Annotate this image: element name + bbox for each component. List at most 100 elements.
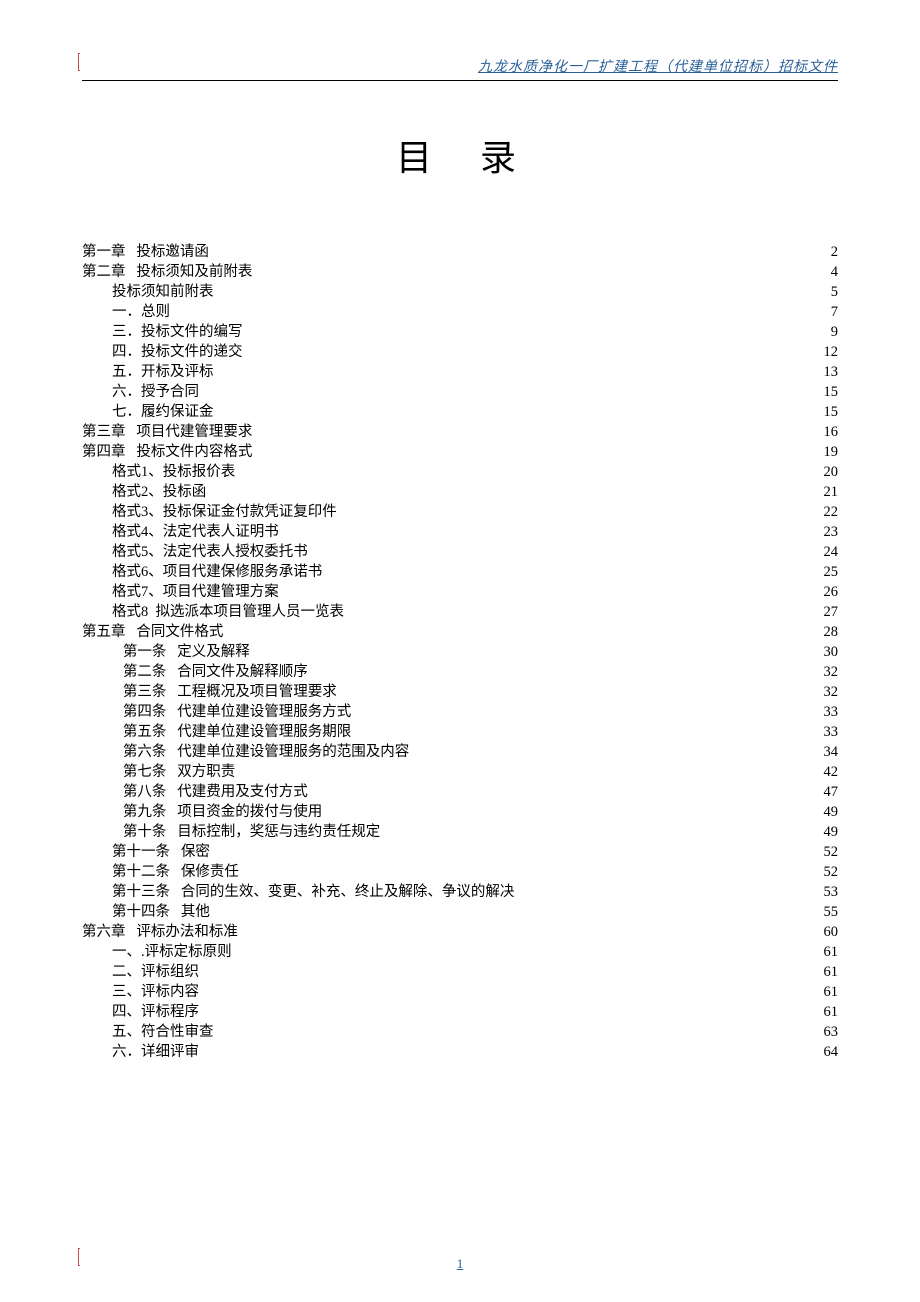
toc-entry-page: 61 — [824, 985, 839, 1000]
toc-entry: 第十三条 合同的生效、变更、补充、终止及解除、争议的解决 53 — [82, 885, 838, 900]
toc-entry-label: 第一章 投标邀请函 — [82, 245, 213, 260]
toc-entry-label: 格式5、法定代表人授权委托书 — [112, 545, 311, 560]
toc-entry: 一、.评标定标原则 61 — [82, 945, 838, 960]
toc-entry-label: 第十三条 合同的生效、变更、补充、终止及解除、争议的解决 — [112, 885, 518, 900]
toc-entry-page: 49 — [824, 805, 839, 820]
toc-entry-label: 格式2、投标函 — [112, 485, 210, 500]
toc-entry-label: 第五章 合同文件格式 — [82, 625, 227, 640]
toc-entry: 第五章 合同文件格式 28 — [82, 625, 838, 640]
toc-entry-page: 49 — [824, 825, 839, 840]
toc-entry-label: 六．授予合同 — [112, 385, 203, 400]
toc-entry-page: 15 — [824, 405, 839, 420]
toc-entry: 第二章 投标须知及前附表 4 — [82, 265, 838, 280]
toc-entry-page: 22 — [824, 505, 839, 520]
toc-entry-page: 47 — [824, 785, 839, 800]
toc-entry-label: 第三条 工程概况及项目管理要求 — [112, 685, 340, 700]
toc-entry-label: 投标须知前附表 — [112, 285, 217, 300]
toc-entry-label: 第二条 合同文件及解释顺序 — [112, 665, 311, 680]
toc-entry-page: 12 — [824, 345, 839, 360]
toc-entry-label: 第四章 投标文件内容格式 — [82, 445, 256, 460]
toc-entry-page: 42 — [824, 765, 839, 780]
toc-entry-page: 33 — [824, 705, 839, 720]
toc-entry: 第十二条 保修责任 52 — [82, 865, 838, 880]
toc-entry-page: 60 — [824, 925, 839, 940]
toc-entry: 第八条 代建费用及支付方式 47 — [82, 785, 838, 800]
toc-entry: 六．授予合同 15 — [82, 385, 838, 400]
toc-entry: 第七条 双方职责 42 — [82, 765, 838, 780]
toc-entry-label: 六．详细评审 — [112, 1045, 203, 1060]
toc-entry: 格式2、投标函 21 — [82, 485, 838, 500]
toc-entry-label: 第十二条 保修责任 — [112, 865, 243, 880]
toc-entry: 四、评标程序 61 — [82, 1005, 838, 1020]
toc-entry-label: 一．总则 — [112, 305, 174, 320]
toc-entry: 格式5、法定代表人授权委托书 24 — [82, 545, 838, 560]
toc-entry-page: 19 — [824, 445, 839, 460]
toc-entry-page: 7 — [831, 305, 838, 320]
toc-entry-page: 4 — [831, 265, 838, 280]
toc-entry-label: 第七条 双方职责 — [112, 765, 239, 780]
toc-entry: 第二条 合同文件及解释顺序 32 — [82, 665, 838, 680]
toc-entry-label: 一、.评标定标原则 — [112, 945, 235, 960]
toc-entry-label: 二、评标组织 — [112, 965, 203, 980]
toc-entry-page: 32 — [824, 665, 839, 680]
toc-entry-page: 34 — [824, 745, 839, 760]
toc-entry-label: 四、评标程序 — [112, 1005, 203, 1020]
toc-entry-label: 格式1、投标报价表 — [112, 465, 239, 480]
toc-entry-page: 61 — [824, 965, 839, 980]
toc-entry: 五、符合性审查 63 — [82, 1025, 838, 1040]
toc-title: 目录 — [82, 129, 838, 181]
toc-entry-label: 五．开标及评标 — [112, 365, 217, 380]
toc-entry-page: 64 — [824, 1045, 839, 1060]
toc-entry-page: 30 — [824, 645, 839, 660]
toc-entry: 五．开标及评标 13 — [82, 365, 838, 380]
toc-entry-page: 32 — [824, 685, 839, 700]
toc-entry-label: 第三章 项目代建管理要求 — [82, 425, 256, 440]
toc-entry: 第五条 代建单位建设管理服务期限 33 — [82, 725, 838, 740]
toc-entry: 第三章 项目代建管理要求 16 — [82, 425, 838, 440]
toc-entry-label: 格式8 拟选派本项目管理人员一览表 — [112, 605, 348, 620]
toc-entry: 第三条 工程概况及项目管理要求 32 — [82, 685, 838, 700]
toc-entry: 第一条 定义及解释 30 — [82, 645, 838, 660]
toc-entry: 一．总则 7 — [82, 305, 838, 320]
page-header: 九龙水质净化一厂扩建工程（代建单位招标）招标文件 — [82, 56, 838, 80]
toc-entry-page: 5 — [831, 285, 838, 300]
toc-entry-label: 第一条 定义及解释 — [112, 645, 253, 660]
toc-entry: 七．履约保证金 15 — [82, 405, 838, 420]
toc-entry: 格式7、项目代建管理方案 26 — [82, 585, 838, 600]
toc-entry-page: 61 — [824, 945, 839, 960]
toc-entry-page: 13 — [824, 365, 839, 380]
toc-entry-label: 三．投标文件的编写 — [112, 325, 246, 340]
toc-entry: 第九条 项目资金的拨付与使用 49 — [82, 805, 838, 820]
toc-entry: 第十四条 其他 55 — [82, 905, 838, 920]
toc-entry: 第六章 评标办法和标准 60 — [82, 925, 838, 940]
toc-entry-page: 25 — [824, 565, 839, 580]
toc-entry-page: 27 — [824, 605, 839, 620]
toc-entry-page: 15 — [824, 385, 839, 400]
toc-entry-label: 三、评标内容 — [112, 985, 203, 1000]
toc-entry: 格式6、项目代建保修服务承诺书 25 — [82, 565, 838, 580]
table-of-contents: 第一章 投标邀请函 2 第二章 投标须知及前附表 4 投标须知前附表 5 一．总则 7… — [82, 245, 838, 1060]
toc-entry-page: 23 — [824, 525, 839, 540]
toc-entry-label: 第二章 投标须知及前附表 — [82, 265, 256, 280]
toc-entry: 第十条 目标控制，奖惩与违约责任规定 49 — [82, 825, 838, 840]
toc-entry-page: 55 — [824, 905, 839, 920]
toc-entry-label: 第五条 代建单位建设管理服务期限 — [112, 725, 355, 740]
toc-entry: 第一章 投标邀请函 2 — [82, 245, 838, 260]
toc-entry-page: 20 — [824, 465, 839, 480]
toc-entry-label: 五、符合性审查 — [112, 1025, 217, 1040]
header-underline — [82, 80, 838, 81]
toc-entry-page: 9 — [831, 325, 838, 340]
toc-entry-page: 24 — [824, 545, 839, 560]
toc-entry-label: 第八条 代建费用及支付方式 — [112, 785, 311, 800]
toc-entry-page: 53 — [824, 885, 839, 900]
toc-entry: 第十一条 保密 52 — [82, 845, 838, 860]
toc-entry-label: 格式7、项目代建管理方案 — [112, 585, 282, 600]
toc-entry: 二、评标组织 61 — [82, 965, 838, 980]
toc-entry-page: 63 — [824, 1025, 839, 1040]
toc-entry-page: 33 — [824, 725, 839, 740]
toc-entry: 三、评标内容 61 — [82, 985, 838, 1000]
page-container: 九龙水质净化一厂扩建工程（代建单位招标）招标文件 目录 第一章 投标邀请函 2第… — [0, 0, 920, 1105]
toc-entry-label: 第六章 评标办法和标准 — [82, 925, 242, 940]
toc-entry: 六．详细评审 64 — [82, 1045, 838, 1060]
toc-entry: 第六条 代建单位建设管理服务的范围及内容 34 — [82, 745, 838, 760]
